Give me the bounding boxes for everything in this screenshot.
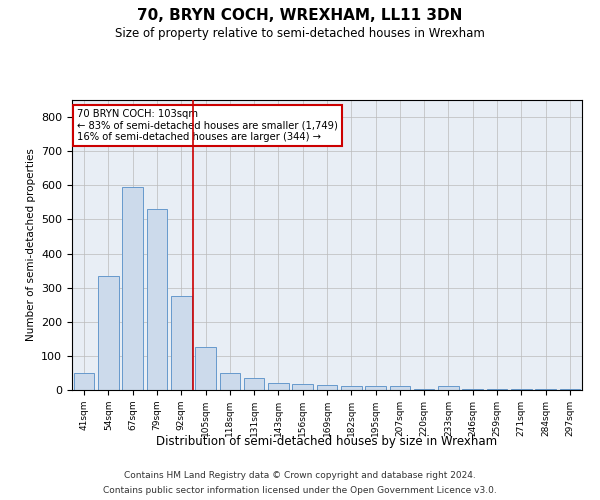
Text: 70 BRYN COCH: 103sqm
← 83% of semi-detached houses are smaller (1,749)
16% of se: 70 BRYN COCH: 103sqm ← 83% of semi-detac…	[77, 108, 338, 142]
Y-axis label: Number of semi-detached properties: Number of semi-detached properties	[26, 148, 35, 342]
Bar	[220, 373, 240, 390]
Bar	[292, 384, 313, 390]
Bar	[438, 386, 459, 390]
Bar	[98, 276, 119, 390]
Bar	[74, 373, 94, 390]
Text: Contains public sector information licensed under the Open Government Licence v3: Contains public sector information licen…	[103, 486, 497, 495]
Bar	[341, 386, 362, 390]
Bar	[244, 378, 265, 390]
Text: 70, BRYN COCH, WREXHAM, LL11 3DN: 70, BRYN COCH, WREXHAM, LL11 3DN	[137, 8, 463, 22]
Bar	[317, 385, 337, 390]
Bar	[122, 187, 143, 390]
Bar	[389, 386, 410, 390]
Bar	[195, 348, 216, 390]
Text: Contains HM Land Registry data © Crown copyright and database right 2024.: Contains HM Land Registry data © Crown c…	[124, 471, 476, 480]
Bar	[146, 209, 167, 390]
Text: Distribution of semi-detached houses by size in Wrexham: Distribution of semi-detached houses by …	[157, 435, 497, 448]
Bar	[268, 383, 289, 390]
Bar	[365, 386, 386, 390]
Bar	[171, 296, 191, 390]
Text: Size of property relative to semi-detached houses in Wrexham: Size of property relative to semi-detach…	[115, 28, 485, 40]
